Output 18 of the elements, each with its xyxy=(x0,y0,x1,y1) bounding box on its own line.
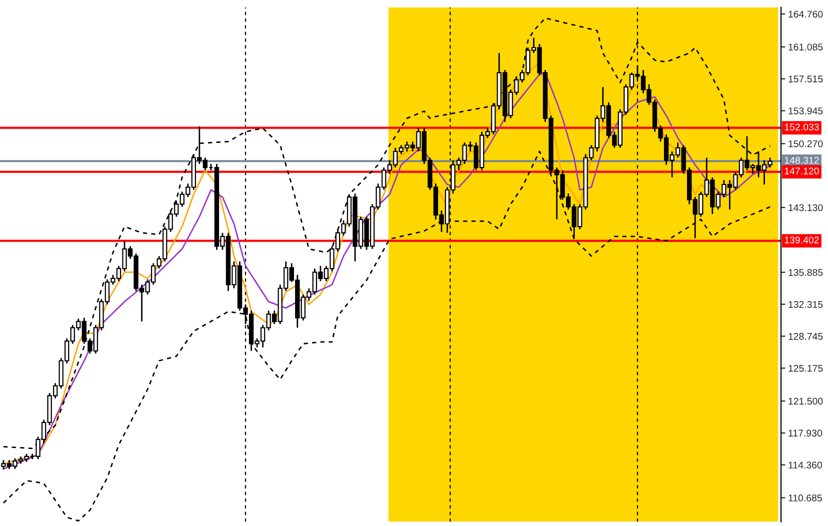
y-tick-label: 135.885 xyxy=(788,269,823,276)
y-tick-label: 143.130 xyxy=(788,204,823,212)
ref-line-label: 147.120 xyxy=(784,168,819,174)
ref-line-label: 139.402 xyxy=(784,236,819,244)
y-tick-label: 150.270 xyxy=(788,140,823,148)
y-tick-label: 125.175 xyxy=(788,364,823,372)
y-tick-label: 157.515 xyxy=(788,76,823,82)
ref-line-label: 148.312 xyxy=(784,156,819,164)
y-tick-label: 161.085 xyxy=(788,44,823,50)
y-tick-label: 110.685 xyxy=(788,494,822,502)
ref-line-label: 152.033 xyxy=(784,124,819,130)
y-tick-label: 114.360 xyxy=(788,462,822,469)
y-tick-label: 117.930 xyxy=(788,430,822,437)
y-tick-label: 164.760 xyxy=(788,10,823,18)
y-tick-label: 153.945 xyxy=(788,107,823,114)
y-tick-label: 128.745 xyxy=(788,332,823,340)
y-tick-label: 121.500 xyxy=(788,398,823,405)
y-tick-label: 132.315 xyxy=(788,300,823,308)
